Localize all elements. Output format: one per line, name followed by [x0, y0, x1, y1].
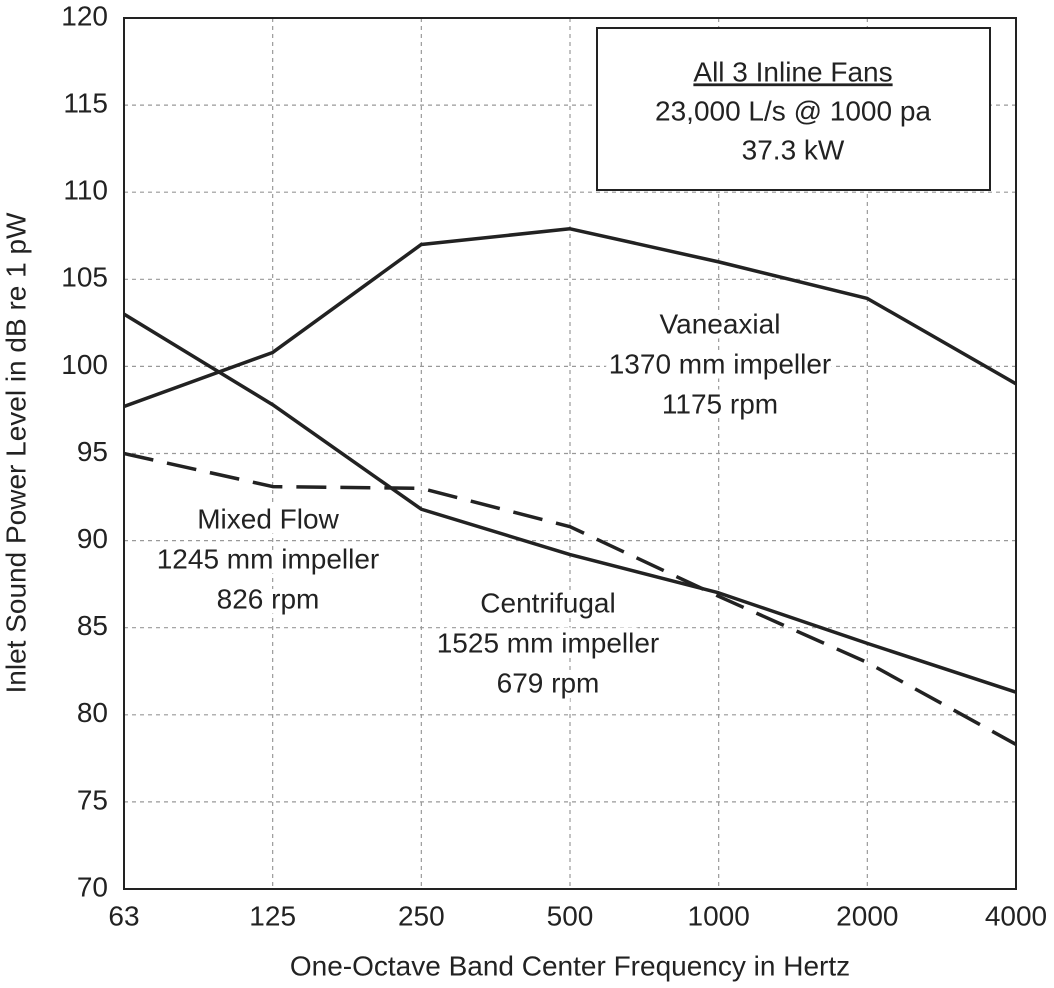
y-tick-label: 95	[77, 436, 108, 467]
series-annotation: Centrifugal	[480, 587, 615, 618]
annotation-box	[596, 27, 991, 191]
x-tick-label: 1000	[688, 900, 750, 931]
x-tick-label: 4000	[985, 900, 1047, 931]
box-annotation-line: 23,000 L/s @ 1000 pa	[655, 95, 931, 126]
y-tick-label: 120	[61, 0, 108, 31]
y-tick-label: 80	[77, 697, 108, 728]
series-annotation-detail: 1370 mm impeller	[609, 348, 832, 379]
series-line	[123, 451, 1017, 746]
y-tick-label: 70	[77, 871, 108, 902]
x-tick-label: 250	[398, 900, 445, 931]
y-tick-label: 90	[77, 523, 108, 554]
series-line	[123, 227, 1017, 409]
y-tick-label: 75	[77, 784, 108, 815]
series-annotation-detail: 1175 rpm	[662, 388, 778, 419]
series-annotation-detail: 1525 mm impeller	[437, 627, 660, 658]
y-axis-label: Inlet Sound Power Level in dB re 1 pW	[0, 212, 31, 694]
series-annotation-detail: 1245 mm impeller	[157, 543, 380, 574]
x-tick-label: 125	[249, 900, 296, 931]
box-annotation-line: All 3 Inline Fans	[693, 56, 892, 87]
series-annotation-detail: 826 rpm	[217, 583, 320, 614]
x-tick-label: 2000	[836, 900, 898, 931]
series-annotation-detail: 679 rpm	[497, 667, 600, 698]
y-tick-label: 115	[63, 87, 108, 118]
y-tick-label: 100	[61, 349, 108, 380]
x-axis-label: One-Octave Band Center Frequency in Hert…	[290, 950, 850, 981]
y-tick-label: 110	[63, 175, 108, 206]
series-annotation: Mixed Flow	[197, 503, 339, 534]
series-annotation: Vaneaxial	[660, 308, 781, 339]
y-tick-label: 105	[61, 262, 108, 293]
x-tick-label: 63	[108, 900, 139, 931]
y-tick-label: 85	[77, 610, 108, 641]
box-annotation-line: 37.3 kW	[742, 134, 845, 165]
series-line	[123, 312, 1017, 694]
x-tick-label: 500	[547, 900, 594, 931]
